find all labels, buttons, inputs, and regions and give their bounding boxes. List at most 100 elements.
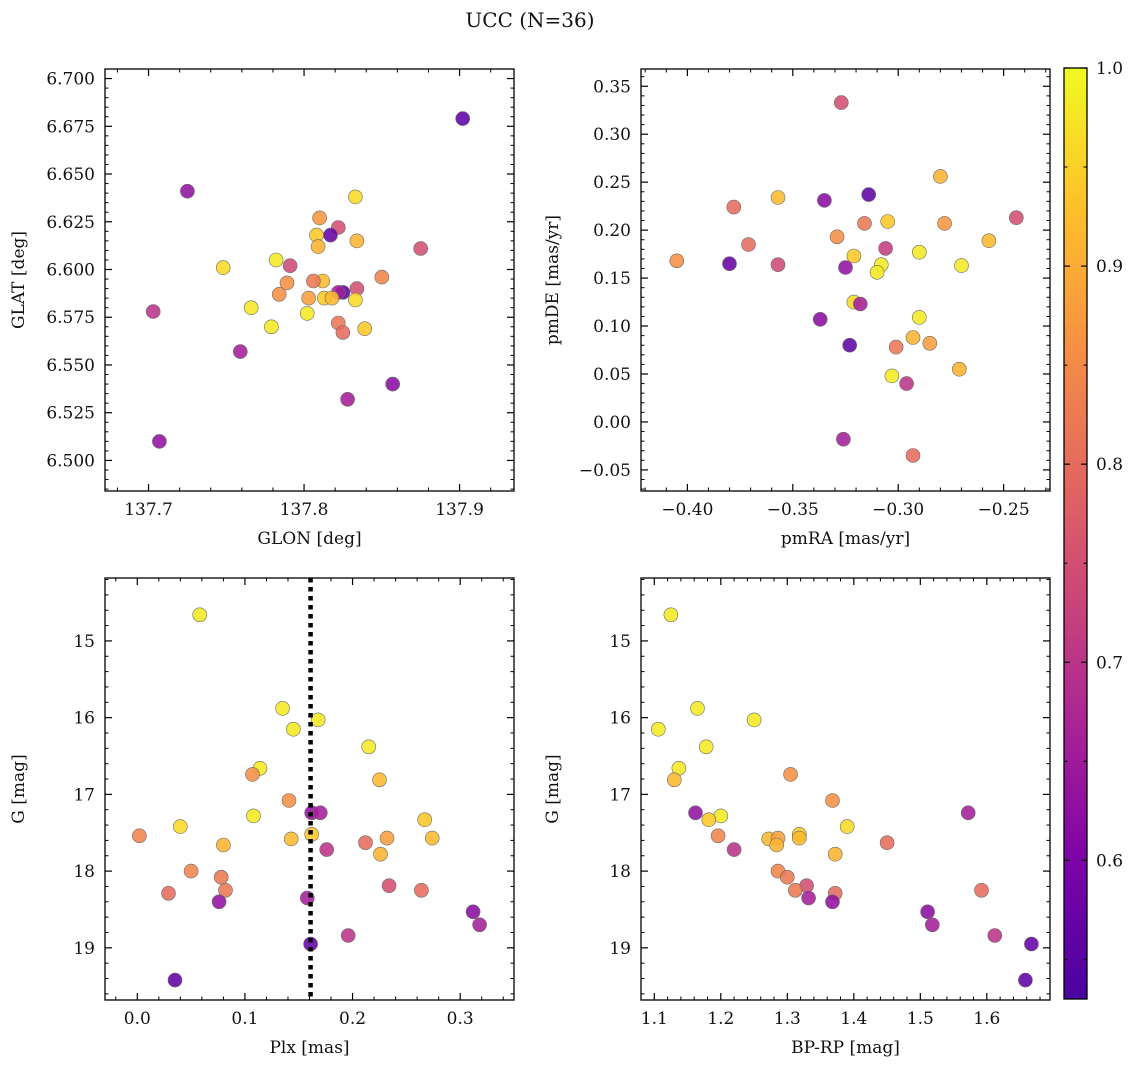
y-tick-label: 19 (609, 939, 631, 959)
data-point (666, 772, 682, 788)
x-axis-label: GLON [deg] (257, 529, 361, 549)
x-axis-label: pmRA [mas/yr] (781, 529, 910, 549)
y-tick-label: 0.15 (593, 269, 631, 289)
y-tick-label: 6.675 (46, 117, 95, 137)
y-tick-label: 17 (73, 785, 95, 805)
x-tick-label: 137.9 (435, 500, 484, 520)
data-point (951, 361, 967, 377)
x-tick-label: 1.2 (707, 1009, 734, 1029)
data-point (413, 241, 429, 256)
data-point (663, 607, 679, 623)
data-point (216, 837, 231, 853)
data-point (211, 894, 227, 910)
data-point (374, 269, 390, 285)
colorbar: 0.6 0.7 0.8 0.9 1.0 (1063, 59, 1123, 1000)
data-point (299, 306, 315, 321)
data-point (981, 233, 997, 248)
data-point (286, 721, 301, 737)
data-point (310, 712, 326, 728)
x-tick-label: −0.40 (661, 500, 713, 520)
y-axis-label: G [mag] (9, 754, 29, 823)
panel-4: 1.1 1.2 1.3 1.4 1.5 1.6 15 16 17 18 19 BP-RP [mag] G… (543, 577, 1051, 1058)
y-tick-label: 18 (73, 862, 95, 882)
colorbar-tick-label: 0.7 (1096, 653, 1123, 673)
y-tick-label: 16 (73, 709, 95, 729)
data-point (987, 928, 1003, 943)
scatter-points (132, 607, 487, 988)
data-point (218, 882, 233, 898)
data-point (825, 894, 840, 910)
data-point (215, 260, 231, 275)
data-point (243, 300, 259, 316)
data-point (878, 241, 893, 256)
y-tick-label: 0.25 (593, 173, 631, 193)
axes-frame (104, 68, 515, 492)
data-point (1024, 936, 1039, 952)
data-point (817, 193, 832, 208)
panel-2: −0.40 −0.35 −0.30 −0.25 −0.05 0.00 0.05 0.10 0.1… (543, 68, 1051, 549)
data-point (924, 917, 940, 933)
data-point (698, 739, 714, 755)
data-point (933, 169, 948, 184)
data-point (861, 187, 877, 202)
data-point (472, 917, 487, 933)
axes-frame (640, 577, 1051, 1001)
x-tick-label: 137.8 (280, 500, 329, 520)
y-tick-label: 0.00 (593, 413, 631, 433)
x-tick-label: 1.6 (973, 1009, 1000, 1029)
x-tick-label: −0.35 (767, 500, 819, 520)
data-point (769, 837, 785, 853)
data-point (852, 296, 868, 312)
y-tick-label: 6.700 (46, 70, 95, 90)
data-point (348, 189, 363, 205)
data-point (275, 701, 290, 716)
data-point (857, 216, 872, 231)
y-tick-label: 6.650 (46, 165, 95, 185)
x-tick-label: 1.4 (840, 1009, 867, 1029)
data-point (922, 335, 938, 351)
data-point (836, 431, 851, 447)
data-point (650, 721, 666, 737)
x-tick-label: 1.1 (641, 1009, 668, 1029)
data-point (424, 830, 440, 846)
data-point (233, 344, 248, 359)
data-point (192, 607, 207, 623)
data-point (161, 885, 176, 901)
data-point (213, 869, 229, 885)
y-axis-label: GLAT [deg] (9, 231, 29, 329)
x-axis-label: BP-RP [mag] (791, 1038, 900, 1058)
colorbar-tick-label: 0.8 (1096, 455, 1123, 475)
data-point (787, 882, 803, 898)
y-tick-label: 16 (609, 709, 631, 729)
data-point (746, 712, 762, 728)
data-point (879, 835, 895, 851)
data-point (183, 863, 199, 879)
data-point (335, 325, 351, 340)
data-point (455, 111, 471, 126)
figure-title: UCC (N=36) (465, 8, 594, 32)
colorbar-tick-label: 1.0 (1096, 59, 1123, 79)
data-point (833, 95, 849, 110)
data-point (358, 835, 373, 851)
data-point (954, 258, 969, 273)
y-tick-label: 15 (609, 632, 631, 652)
data-point (173, 819, 188, 834)
y-tick-label: 18 (609, 862, 631, 882)
data-point (960, 805, 976, 821)
data-point (417, 812, 433, 828)
data-point (283, 831, 299, 847)
x-tick-label: −0.25 (978, 500, 1030, 520)
data-point (812, 311, 828, 327)
data-point (324, 290, 340, 306)
y-tick-label: 19 (73, 939, 95, 959)
data-point (301, 290, 317, 306)
data-point (710, 828, 726, 844)
y-tick-label: 6.525 (46, 404, 95, 424)
panels: 137.7 137.8 137.9 6.500 6.525 6.550 6.575 6.600… (9, 68, 1051, 1058)
data-point (669, 253, 685, 269)
data-point (312, 805, 328, 821)
data-point (688, 805, 703, 821)
data-point (373, 846, 388, 862)
data-point (839, 819, 855, 834)
data-point (152, 434, 167, 449)
